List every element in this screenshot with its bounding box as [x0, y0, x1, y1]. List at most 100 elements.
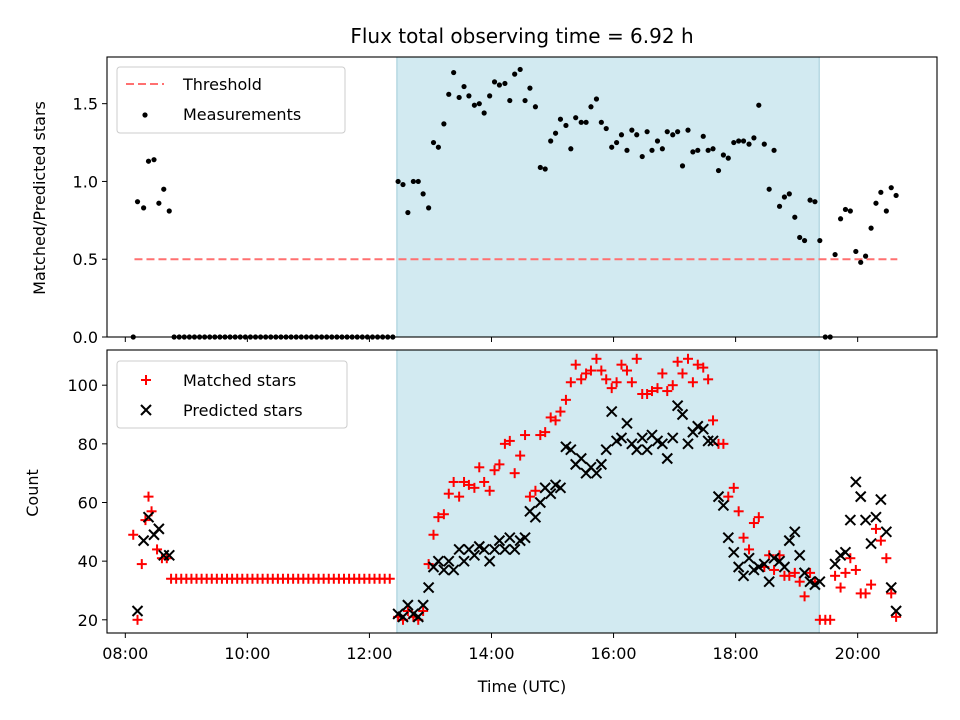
y-tick-label: 100: [67, 376, 98, 395]
predicted-star-point: [458, 555, 470, 567]
predicted-star-point: [565, 444, 577, 456]
predicted-star-point: [661, 452, 673, 465]
predicted-star-point: [544, 487, 557, 500]
predicted-star-point: [753, 561, 765, 573]
measurement-point: [557, 116, 564, 122]
measurement-point: [746, 141, 752, 147]
predicted-star-point-b: [458, 555, 470, 567]
predicted-star-point: [682, 438, 694, 450]
predicted-star-point-b: [519, 531, 531, 544]
predicted-star-point-b: [615, 432, 628, 444]
predicted-star-point: [529, 511, 542, 523]
measurement-point: [740, 138, 747, 144]
y-tick-label: 1.5: [73, 95, 98, 114]
matched-star-point: [753, 512, 764, 523]
predicted-star-point-b: [626, 438, 638, 450]
y-tick-label: 40: [78, 552, 98, 571]
measurement-point: [471, 102, 477, 108]
predicted-star-point: [438, 564, 450, 576]
predicted-star-point: [468, 549, 481, 561]
predicted-star-point-b: [560, 441, 572, 453]
x-tick-label: 18:00: [713, 644, 759, 663]
bottom-y-axis-label: Count: [23, 469, 42, 517]
predicted-star-point: [397, 611, 409, 623]
predicted-star-point-b: [539, 482, 551, 494]
measurement-point: [792, 214, 798, 220]
panel-0-frame: [106, 56, 938, 338]
measurement-point: [771, 147, 777, 153]
predicted-star-point: [422, 581, 435, 594]
measurement-point: [400, 181, 406, 188]
matched-star-point: [744, 544, 755, 555]
predicted-star-point-b: [508, 543, 521, 556]
matched-star-point: [728, 482, 739, 493]
matched-star-point: [672, 356, 683, 367]
matched-star-point: [474, 462, 485, 473]
predicted-star-point-b: [131, 605, 144, 617]
y-tick-label: 0.0: [73, 328, 98, 347]
matched-star-point: [677, 368, 688, 379]
legend-measurements-label: Measurements: [183, 105, 301, 124]
predicted-star-point: [641, 444, 653, 456]
matched-star-point: [830, 570, 841, 581]
predicted-star-point-b: [549, 479, 562, 491]
y-tick-label: 20: [78, 611, 98, 630]
predicted-star-point: [432, 555, 445, 567]
predicted-star-point: [758, 558, 770, 570]
predicted-star-point-b: [544, 487, 557, 500]
matched-star-point: [657, 368, 668, 379]
predicted-star-point-b: [483, 555, 496, 567]
matched-star-point: [489, 465, 500, 476]
measurement-point: [618, 132, 625, 138]
measurement-point: [420, 191, 426, 197]
matched-star-point: [136, 559, 147, 570]
predicted-star-point-b: [504, 531, 516, 544]
measurement-point: [878, 189, 884, 195]
predicted-star-point-b: [890, 605, 902, 617]
predicted-star-point: [554, 482, 567, 494]
predicted-star-point-b: [768, 552, 780, 564]
predicted-star-point-b: [631, 444, 643, 456]
measurement-point: [888, 185, 894, 191]
matched-star-point: [621, 365, 632, 376]
measurement-point: [548, 138, 554, 144]
measurement-point: [705, 147, 711, 153]
matched-star-point: [769, 564, 780, 575]
predicted-star-point: [885, 581, 897, 594]
measurement-point: [410, 178, 416, 185]
legend-matched-label: Matched stars: [183, 371, 296, 390]
measurement-point: [649, 147, 655, 153]
y-tick-label: 0.5: [73, 250, 98, 269]
predicted-star-point: [855, 490, 867, 503]
predicted-star-point-b: [676, 408, 689, 421]
matched-star-point: [805, 567, 816, 578]
predicted-star-point: [606, 405, 618, 418]
matched-star-point: [555, 406, 566, 417]
matched-star-point: [152, 544, 163, 555]
predicted-star-point-b: [565, 444, 577, 456]
predicted-star-point: [722, 531, 734, 544]
measurement-point: [858, 259, 864, 265]
predicted-star-point: [768, 552, 780, 564]
predicted-star-point-b: [814, 575, 826, 588]
panel-0-observing-window: [396, 56, 820, 338]
measurement-point: [451, 69, 457, 76]
matched-star-point: [509, 468, 520, 479]
measurement-point: [725, 155, 731, 161]
predicted-star-point-b: [875, 493, 887, 506]
predicted-star-point: [417, 599, 429, 611]
predicted-star-point-b: [478, 543, 490, 556]
matched-star-point: [789, 567, 800, 578]
predicted-star-point-b: [839, 546, 852, 559]
matched-star-point: [530, 485, 541, 496]
matched-star-point: [504, 435, 515, 446]
predicted-star-point-b: [534, 496, 547, 509]
measurement-point: [639, 153, 645, 160]
measurement-point: [695, 147, 701, 153]
predicted-star-point: [728, 546, 740, 559]
legend-matched-swatch: [141, 375, 151, 385]
matched-star-point: [891, 611, 902, 622]
measurement-point: [527, 85, 533, 91]
measurement-point: [435, 144, 441, 150]
predicted-star-point-b: [499, 543, 511, 556]
